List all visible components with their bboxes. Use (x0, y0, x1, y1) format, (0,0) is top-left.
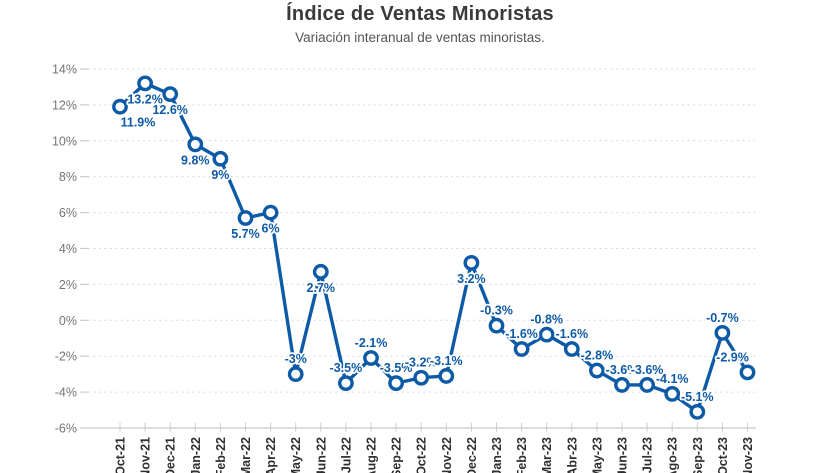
data-point-label: -0.8% (530, 313, 563, 327)
data-point-marker (563, 341, 580, 357)
data-point-marker (714, 324, 731, 341)
data-point-marker (312, 263, 329, 280)
data-point-label: -3.1% (430, 354, 463, 368)
data-point-label: -0.3% (480, 304, 513, 318)
y-tick-label: 8% (59, 170, 77, 184)
data-point-label: -2.8% (581, 349, 614, 363)
chart-subtitle: Variación interanual de ventas minorista… (295, 30, 545, 45)
data-point-marker (589, 362, 605, 379)
data-point-marker (664, 385, 681, 402)
x-tick-label: Aug-22 (365, 437, 379, 473)
data-point-marker (513, 341, 530, 357)
y-tick-label: 10% (52, 134, 77, 148)
y-tick-label: -2% (55, 350, 77, 364)
y-tick-label: 2% (59, 278, 77, 292)
y-tick-label: 12% (52, 98, 77, 112)
data-point-label: -2.1% (355, 336, 388, 350)
data-point-marker (614, 377, 630, 393)
x-tick-label: Jan-22 (189, 437, 203, 473)
x-tick-label: Nov-23 (741, 437, 755, 473)
data-point-label: -3.2% (405, 356, 438, 370)
y-axis-labels: 14% 12% 10% 8% 6% 4% 2% 0% -2% -4% -6% (52, 63, 77, 436)
data-point-label: 11.9% (121, 116, 156, 130)
data-point-marker (162, 86, 179, 103)
data-point-marker (363, 350, 379, 366)
y-tick-label: -6% (55, 422, 77, 436)
data-point-label: -1.6% (555, 327, 588, 341)
data-point-label: 6% (262, 222, 280, 236)
x-tick-label: Feb-23 (515, 437, 529, 473)
gridlines-group (88, 68, 756, 393)
data-point-label: -2.9% (716, 350, 749, 364)
x-axis-labels: Oct-21 Nov-21 Dec-21 Jan-22 Feb-22 Mar-22 Apr-… (114, 437, 756, 473)
data-point-label: 9% (211, 168, 229, 182)
x-tick-label: Oct-23 (716, 437, 730, 473)
x-tick-label: Ago-23 (666, 437, 680, 473)
data-point-label: -5.1% (681, 390, 714, 404)
x-tick-label: Nov-22 (440, 437, 454, 473)
data-point-label: -4.1% (656, 372, 689, 386)
data-point-label: 2.7% (307, 281, 336, 295)
data-point-marker (187, 136, 204, 153)
x-tick-label: Dec-22 (465, 437, 479, 473)
data-point-marker (438, 368, 455, 384)
data-points-group (112, 75, 756, 420)
x-tick-label: Jul-23 (641, 437, 655, 473)
data-point-label: -3.6% (631, 363, 664, 377)
data-point-marker (488, 317, 505, 334)
data-point-label: 3.2% (457, 272, 486, 286)
data-point-marker (739, 364, 756, 381)
data-point-label: 13.2% (127, 92, 162, 106)
data-point-marker (137, 75, 154, 92)
data-point-marker (337, 375, 354, 392)
x-tick-label: Jun-22 (314, 437, 328, 473)
y-tick-label: 4% (59, 242, 77, 256)
data-point-marker (112, 98, 128, 115)
x-tick-label: Oct-22 (415, 437, 429, 473)
data-point-label: -3.5% (380, 361, 413, 375)
x-tick-label: Apr-22 (264, 437, 278, 473)
x-tick-label: Jun-23 (616, 437, 630, 473)
data-labels-group: 11.9%13.2%12.6%9.8%9%5.7% 6%-3%2.7%-3.5%-… (119, 91, 751, 406)
x-tick-label: Jan-23 (490, 437, 504, 473)
chart-header: Índice de Ventas Minoristas Variación in… (0, 0, 840, 45)
x-tick-label: May-23 (590, 437, 604, 473)
x-tick-label: Abr-23 (565, 437, 579, 473)
data-point-marker (639, 377, 655, 393)
data-point-label: 5.7% (231, 227, 260, 241)
data-point-marker (538, 326, 555, 343)
data-point-label: 9.8% (181, 153, 210, 167)
data-point-marker (212, 150, 229, 167)
data-point-label: -1.6% (505, 327, 538, 341)
data-point-label: 12.6% (152, 103, 187, 117)
data-point-marker (689, 403, 706, 420)
data-point-marker (463, 254, 480, 271)
ticks-group (80, 68, 748, 432)
x-tick-label: Feb-22 (214, 437, 228, 473)
data-point-label: -3.5% (330, 361, 363, 375)
data-point-marker (287, 366, 304, 383)
data-point-label: -3% (285, 352, 307, 366)
data-point-marker (413, 369, 430, 386)
x-tick-label: Sep-23 (691, 437, 705, 473)
x-tick-label: Mar-23 (540, 437, 554, 473)
data-point-marker (262, 204, 279, 221)
x-tick-label: Oct-21 (114, 437, 128, 473)
data-point-marker (237, 210, 254, 226)
x-tick-label: May-22 (289, 437, 303, 473)
y-tick-label: 6% (59, 206, 77, 220)
y-tick-label: -4% (55, 386, 77, 400)
y-tick-label: 14% (52, 63, 77, 77)
data-point-marker (388, 375, 404, 392)
chart-title: Índice de Ventas Minoristas (286, 3, 554, 25)
data-point-label: -3.6% (606, 363, 639, 377)
x-tick-label: Mar-22 (239, 437, 253, 473)
data-point-label: -0.7% (706, 311, 739, 325)
x-tick-label: Dec-21 (164, 437, 178, 473)
x-tick-label: Nov-21 (139, 437, 153, 473)
x-tick-label: Sep-22 (390, 437, 404, 473)
x-tick-label: Jul-22 (339, 437, 353, 473)
y-tick-label: 0% (59, 314, 77, 328)
